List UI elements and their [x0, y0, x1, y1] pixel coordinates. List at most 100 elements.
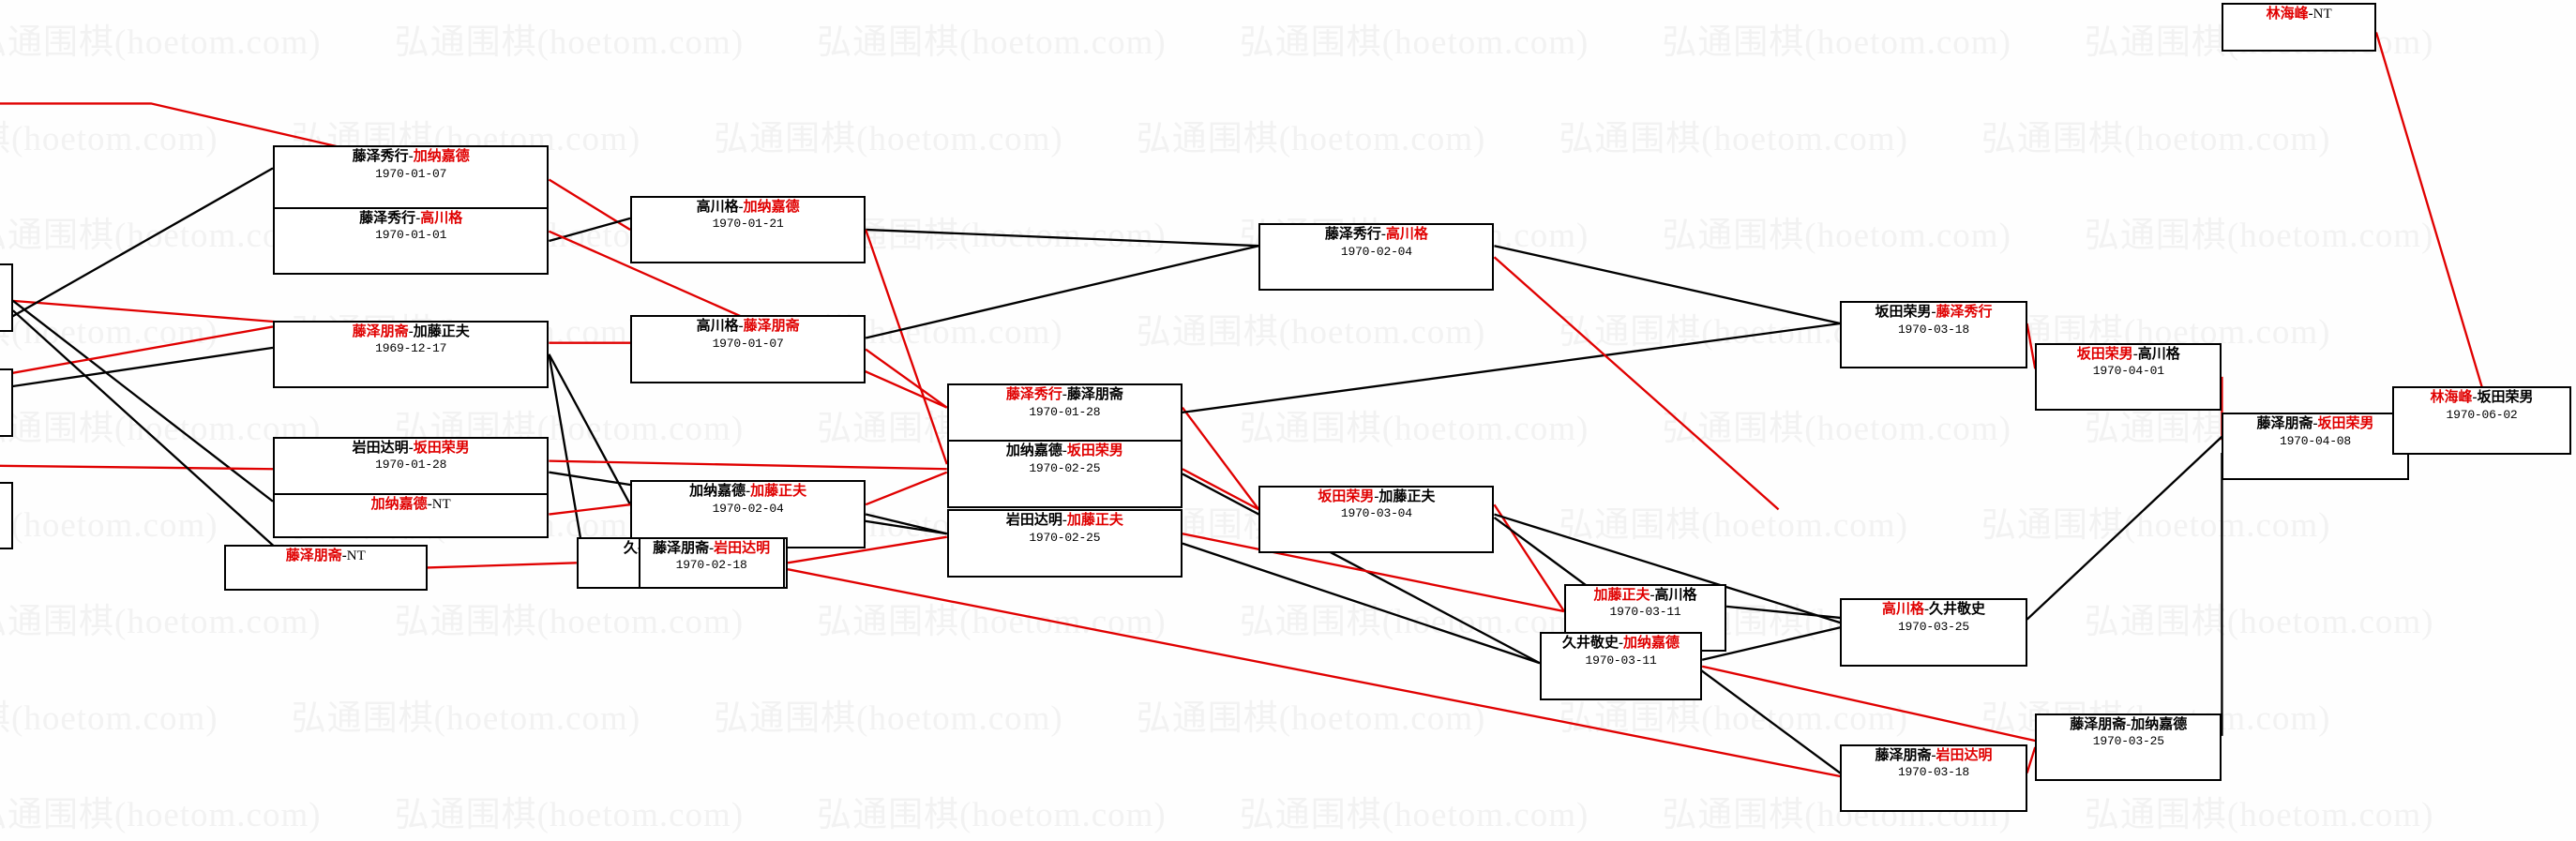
match-date: 1970-01-10 [0, 285, 11, 299]
player-left: 藤泽秀行 [352, 149, 409, 165]
match-node[interactable]: 林海峰-NT [2222, 3, 2376, 53]
match-node[interactable]: 藤泽朋斋-岩田达明 1970-03-18 [1840, 743, 2027, 812]
player-right: 坂田荣男 [2477, 390, 2534, 406]
match-node[interactable]: 加纳嘉德-坂田荣男 1970-02-25 [946, 440, 1183, 508]
match-node[interactable]: 高川格-久井敬史 1970-03-25 [1840, 598, 2027, 667]
match-node[interactable]: 高川格-藤泽朋斋 1970-01-07 [630, 315, 866, 383]
player-left: 加纳嘉德 [689, 484, 746, 500]
match-title: 林海峰-NT [2223, 7, 2374, 23]
match-date: 1 [0, 503, 11, 518]
player-right: 加藤正夫 [413, 323, 470, 339]
match-node[interactable]: 加纳嘉德-加藤正夫 1970-02-04 [630, 480, 866, 548]
player-right: 高川格 [420, 210, 463, 226]
match-node[interactable]: 坂田荣男-藤泽秀行 1970-03-18 [1840, 300, 2027, 369]
player-left: 藤泽朋斋 [1875, 747, 1932, 763]
versus-separator: - [1931, 304, 1936, 320]
edge-connector [1182, 322, 1841, 414]
match-node[interactable]: 藤泽秀行-高川格 1970-02-04 [1258, 223, 1495, 292]
match-node[interactable]: 藤泽朋斋-岩田达明 1970-02-18 [638, 536, 785, 589]
edge-connector [549, 503, 631, 516]
match-node[interactable]: 加纳嘉德-NT [272, 493, 550, 539]
edge-connector [2026, 746, 2037, 773]
edge-connector [2374, 32, 2483, 387]
match-node[interactable]: 藤泽秀行-藤泽朋斋 1970-01-28 [946, 383, 1183, 452]
match-node[interactable]: 藤泽朋斋-坂田荣男 1970-04-08 [2222, 412, 2409, 481]
player-left: 藤泽朋斋 [2256, 415, 2313, 431]
player-left: 久井敬史 [1562, 636, 1619, 652]
match-node[interactable]: 藤泽秀行-加纳嘉德 1970-01-07 [272, 145, 550, 214]
edge-connector [865, 229, 948, 465]
match-date: 1970-02-04 [712, 502, 784, 516]
match-date: 1970-01-28 [1029, 404, 1101, 419]
player-right: 加藤正夫 [750, 484, 807, 500]
match-node[interactable]: 久井敬史-加纳嘉德 1970-03-11 [1539, 632, 1703, 700]
versus-separator: - [1619, 636, 1624, 652]
versus-separator: - [2312, 415, 2318, 431]
edge-connector [865, 348, 948, 409]
match-date: 1970-03-11 [1609, 605, 1681, 620]
match-title: 加藤正夫-高川格 [1566, 588, 1725, 605]
player-left: 岩田达明 [1005, 513, 1062, 529]
edge-connector [0, 346, 274, 390]
edge-connector [1182, 542, 1541, 665]
match-node[interactable]: 岩田达明-加藤正夫 1970-02-25 [946, 509, 1183, 578]
player-left: 藤泽秀行 [1324, 227, 1381, 243]
edge-connector [865, 471, 948, 506]
match-node[interactable]: 高川格-加纳嘉德 1970-01-21 [630, 195, 866, 264]
match-title: 高川格-藤泽朋斋 [632, 319, 864, 336]
match-title: 行 [0, 372, 11, 389]
edge-connector [865, 513, 948, 535]
match-date: 1970-01-21 [712, 217, 784, 232]
match-title: 岩田达明-坂田荣男 [275, 441, 547, 458]
match-node[interactable]: 藤泽朋斋-加纳嘉德 1970-03-25 [2035, 713, 2222, 782]
player-left: 林海峰 [2430, 390, 2473, 406]
match-title: 林海峰-坂田荣男 [2394, 390, 2569, 407]
versus-separator: - [2132, 346, 2138, 362]
player-left: 坂田荣男 [2076, 346, 2133, 362]
edge-connector [1182, 468, 1259, 511]
player-left: 高川格 [696, 319, 739, 335]
match-node[interactable]: 藤泽朋斋-NT [224, 545, 428, 591]
player-right: 高川格 [1385, 227, 1428, 243]
match-date: 1970-03-04 [1340, 506, 1412, 521]
player-left: 藤泽朋斋 [285, 548, 342, 564]
match-date: 1970-03-11 [1585, 653, 1657, 668]
match-date: 1969-12-17 [375, 341, 447, 356]
match-date: 1970-01-01 [375, 228, 447, 243]
match-date: 1970-02-25 [1029, 531, 1101, 546]
player-left: 岩田达明 [352, 440, 409, 456]
versus-separator: - [746, 484, 751, 500]
player-left: 坂田荣男 [1875, 304, 1932, 320]
match-date: 1970-02-04 [1340, 244, 1412, 259]
versus-separator: - [408, 440, 414, 456]
match-node[interactable]: 坂田荣男-高川格 1970-04-01 [2035, 342, 2222, 412]
match-node[interactable]: 藤泽秀行-高川格 1970-01-01 [272, 206, 550, 276]
match-date: 1970-03-18 [1897, 322, 1969, 337]
versus-separator: - [2472, 390, 2478, 406]
player-right: 藤泽秀行 [1936, 304, 1993, 320]
player-left: 林海峰 [2266, 7, 2309, 23]
match-node[interactable]: 荣男1 [0, 482, 13, 550]
player-left: 加纳嘉德 [370, 497, 428, 513]
edge-connector [1701, 665, 2036, 743]
match-node[interactable]: 林海峰-坂田荣男 1970-06-02 [2392, 386, 2571, 455]
player-right: NT [431, 497, 451, 513]
match-title: 坂田荣男-高川格 [2037, 347, 2220, 364]
match-node[interactable]: 行 [0, 368, 13, 437]
versus-separator: - [1062, 513, 1067, 529]
versus-separator: - [1923, 602, 1929, 618]
match-node[interactable]: 藤泽朋斋-加藤正夫 1969-12-17 [272, 320, 550, 388]
edge-connector [1701, 626, 1841, 661]
match-title: 藤泽秀行-加纳嘉德 [275, 149, 547, 166]
match-title: 藤泽秀行-高川格 [1260, 227, 1492, 244]
edge-connector [1182, 473, 1541, 665]
edge-connector [1493, 503, 1565, 612]
player-right: 高川格 [2137, 346, 2180, 362]
match-title: 加纳嘉德-加藤正夫 [632, 484, 864, 501]
match-node[interactable]: 坂田荣男-加藤正夫 1970-03-04 [1258, 485, 1495, 553]
versus-separator: - [1931, 747, 1936, 763]
match-title: 加纳嘉德-坂田荣男 [949, 443, 1181, 460]
edge-connector [2026, 435, 2223, 621]
player-right: NT [346, 548, 366, 564]
